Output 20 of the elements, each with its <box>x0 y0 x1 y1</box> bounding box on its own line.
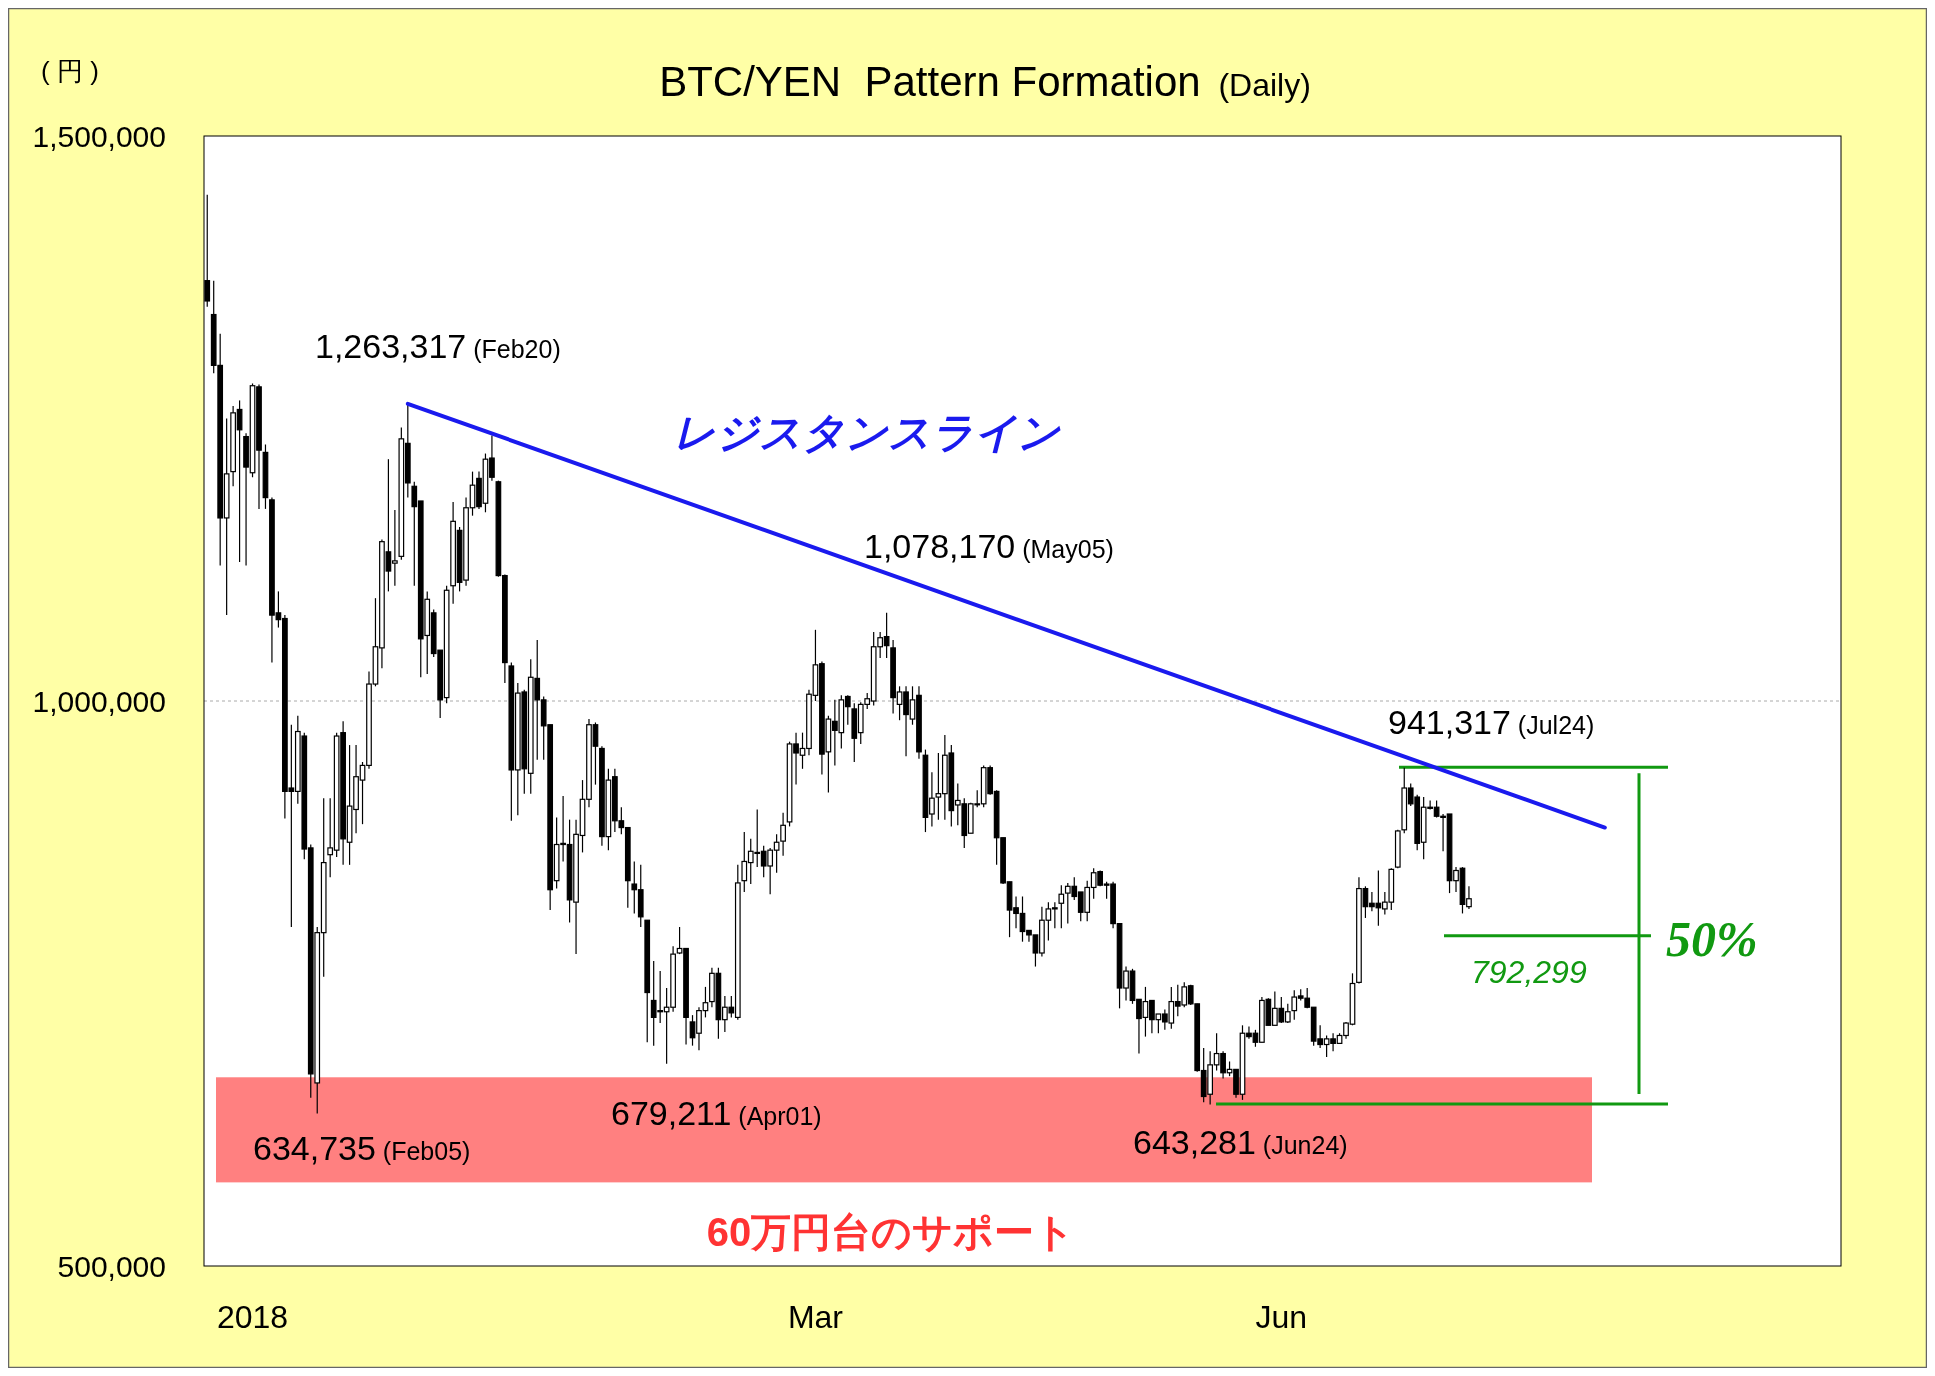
band-label: 60万円台のサポート <box>706 1210 1076 1254</box>
candlestick <box>780 812 786 857</box>
x-tick-label: 2018 <box>216 1299 289 1335</box>
annotation: 634,735 (Feb05) <box>253 1129 471 1167</box>
annotation: 643,281 (Jun24) <box>1133 1123 1348 1161</box>
y-tick-label: 1,000,000 <box>32 684 166 718</box>
chart-title: BTC/YEN Pattern Formation (Daily) <box>659 58 1311 105</box>
series-label: レジスタンスライン <box>673 409 1061 456</box>
annotation: 679,211 (Apr01) <box>611 1094 822 1132</box>
annotation: 1,263,317 (Feb20) <box>315 327 561 365</box>
annotation: 50% <box>1666 911 1758 967</box>
x-tick-label: Jun <box>1255 1299 1308 1335</box>
y-tick-label: 1,500,000 <box>32 119 166 153</box>
candlestick <box>1058 884 1065 929</box>
y-axis-title: ( 円 ) <box>41 56 99 86</box>
x-tick-label: Mar <box>787 1299 844 1335</box>
ref-line-label: 792,299 <box>1471 954 1587 990</box>
annotation: 1,078,170 (May05) <box>864 527 1114 565</box>
y-tick-label: 500,000 <box>57 1249 166 1283</box>
annotation: 941,317 (Jul24) <box>1388 703 1595 741</box>
